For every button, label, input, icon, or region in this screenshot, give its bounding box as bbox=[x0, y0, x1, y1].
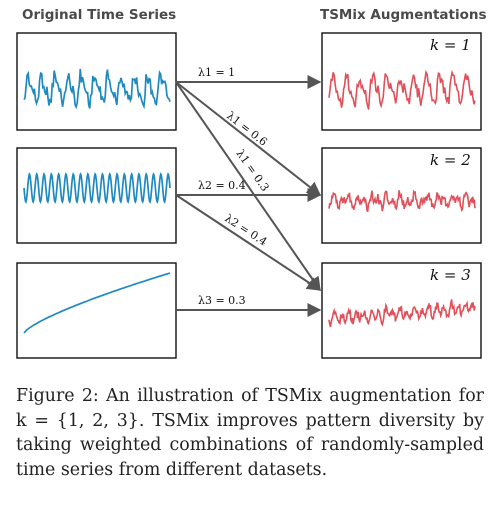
augmented-series-2-line bbox=[328, 189, 476, 213]
augmented-series-1-line bbox=[328, 69, 476, 110]
figure-caption: Figure 2: An illustration of TSMix augme… bbox=[16, 386, 484, 480]
original-series-2-line bbox=[23, 172, 171, 204]
original-series-1-line bbox=[23, 68, 171, 110]
edge-label-l3-0.3: λ3 = 0.3 bbox=[198, 294, 246, 307]
tsmix-figure: Original Time Series TSMix Augmentations bbox=[16, 7, 487, 359]
diagram-canvas: λ1 = 1 λ1 = 0.6 λ1 = 0.3 λ2 = 0.4 λ2 = 0… bbox=[16, 32, 482, 359]
edge-label-l1-1: λ1 = 1 bbox=[198, 66, 235, 79]
k-label-1: k = 1 bbox=[430, 36, 471, 54]
original-series-header: Original Time Series bbox=[22, 7, 177, 23]
original-series-box-3 bbox=[16, 262, 177, 359]
arrow-s1-k2 bbox=[175, 81, 322, 196]
arrow-s1-k3 bbox=[175, 81, 321, 292]
edge-label-l1-0.6: λ1 = 0.6 bbox=[224, 109, 270, 149]
augmented-series-3-line bbox=[328, 299, 476, 328]
arrow-s2-k3 bbox=[175, 194, 322, 291]
k-label-3: k = 3 bbox=[430, 266, 471, 284]
k-label-2: k = 2 bbox=[430, 151, 471, 169]
augmentations-header: TSMix Augmentations bbox=[320, 7, 487, 23]
edge-label-l2-0.4-horizontal: λ2 = 0.4 bbox=[198, 179, 246, 192]
original-series-3-line bbox=[23, 272, 171, 334]
